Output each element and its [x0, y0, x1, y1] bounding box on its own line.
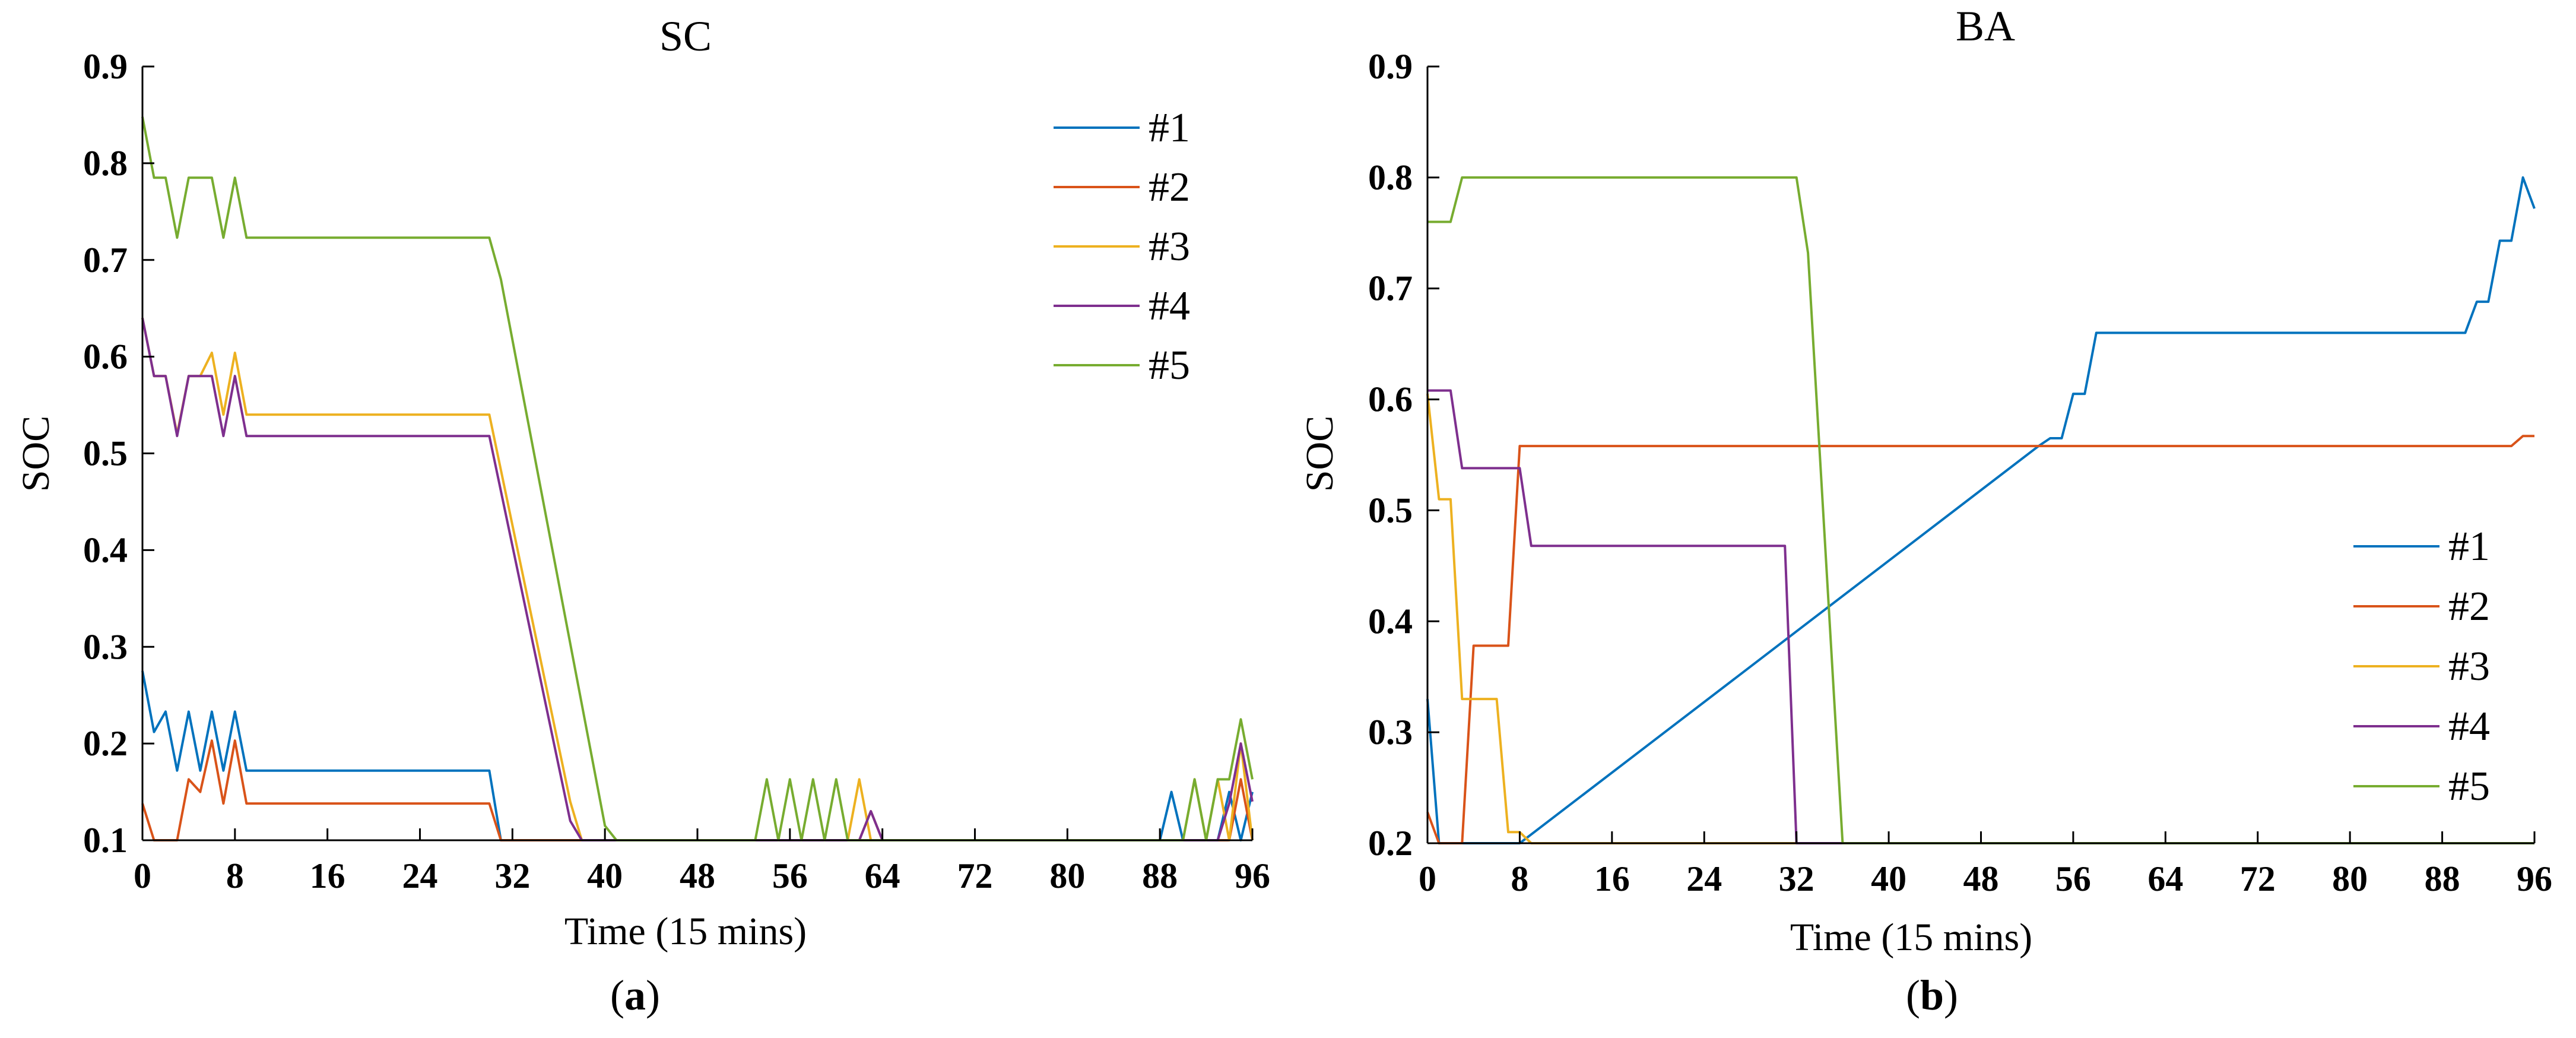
x-tick-label: 24	[402, 856, 438, 895]
x-tick-label: 40	[587, 856, 623, 895]
legend-label-4: #4	[1149, 283, 1190, 329]
x-tick-label: 96	[1235, 856, 1270, 895]
legend-label-3: #3	[2448, 644, 2490, 689]
x-tick-label: 56	[2055, 859, 2091, 898]
y-tick-label: 0.9	[83, 47, 128, 86]
x-tick-label: 64	[865, 856, 900, 895]
x-tick-label: 32	[1779, 859, 1814, 898]
caption-letter: b	[1920, 971, 1944, 1019]
x-tick-label: 80	[1049, 856, 1085, 895]
x-tick-label: 16	[1594, 859, 1630, 898]
y-tick-label: 0.9	[1368, 47, 1413, 86]
y-tick-label: 0.5	[1368, 490, 1413, 530]
series-line-3	[141, 318, 1254, 841]
legend-label-2: #2	[2448, 584, 2490, 629]
series-line-1	[1426, 176, 2536, 844]
x-tick-label: 48	[1963, 859, 1999, 898]
x-tick-label: 24	[1686, 859, 1722, 898]
legend-label-1: #1	[1149, 105, 1190, 151]
series-line-1	[141, 670, 1254, 841]
legend-label-5: #5	[1149, 343, 1190, 388]
x-tick-label: 72	[957, 856, 993, 895]
x-tick-label: 56	[772, 856, 808, 895]
y-tick-label: 0.7	[1368, 269, 1413, 308]
y-tick-label: 0.2	[83, 724, 128, 763]
x-tick-label: 0	[134, 856, 151, 895]
x-tick-label: 40	[1871, 859, 1906, 898]
y-tick-label: 0.6	[1368, 380, 1413, 419]
legend-label-4: #4	[2448, 704, 2490, 749]
series-line-5	[1427, 176, 2534, 844]
y-tick-label: 0.8	[1368, 158, 1413, 197]
chart-panel-ba: BA SOC Time (15 mins) (b) 0.2 0.3 0.4 0.5 0.…	[1298, 2, 2552, 1019]
legend-label-2: #2	[1149, 164, 1190, 210]
y-tick-label: 0.4	[1368, 602, 1413, 641]
x-tick-label: 64	[2147, 859, 2183, 898]
x-tick-label: 72	[2240, 859, 2276, 898]
x-tick-label: 8	[1511, 859, 1528, 898]
x-tick-label: 0	[1419, 859, 1436, 898]
y-tick-label: 0.3	[83, 627, 128, 666]
y-tick-label: 0.3	[1368, 713, 1413, 752]
chart-title: BA	[1956, 2, 2015, 50]
x-axis-label: Time (15 mins)	[1790, 916, 2032, 959]
series-line-4	[1427, 389, 2534, 844]
x-tick-label: 88	[1142, 856, 1178, 895]
legend-label-5: #5	[2448, 764, 2490, 809]
x-axis-label: Time (15 mins)	[564, 910, 807, 953]
x-tick-label: 48	[680, 856, 715, 895]
series-line-4	[141, 318, 1254, 841]
y-tick-label: 0.4	[83, 530, 128, 569]
caption-letter: a	[624, 971, 646, 1019]
x-tick-label: 32	[494, 856, 530, 895]
series-line-2	[1426, 435, 2534, 844]
series-line-5	[141, 116, 1254, 841]
x-tick-label: 96	[2517, 859, 2552, 898]
x-tick-label: 8	[226, 856, 244, 895]
x-tick-label: 88	[2425, 859, 2460, 898]
y-axis-label: SOC	[14, 416, 58, 492]
y-tick-label: 0.5	[83, 434, 128, 473]
x-tick-label: 80	[2332, 859, 2368, 898]
y-tick-label: 0.6	[83, 337, 128, 376]
y-tick-label: 0.8	[83, 144, 128, 183]
y-tick-label: 0.1	[83, 821, 128, 860]
x-tick-label: 16	[310, 856, 345, 895]
chart-panel-sc: SC SOC Time (15 mins) (a) 0.1 0.2 0.3 0.4 0.…	[14, 12, 1270, 1019]
chart-title: SC	[659, 12, 712, 60]
legend-label-3: #3	[1149, 224, 1190, 270]
panel-caption: (b)	[1906, 971, 1958, 1019]
y-tick-label: 0.2	[1368, 824, 1413, 863]
series-line-2	[141, 739, 1254, 841]
y-tick-label: 0.7	[83, 240, 128, 280]
panel-caption: (a)	[610, 971, 660, 1019]
legend-label-1: #1	[2448, 524, 2490, 569]
series-line-3	[1426, 393, 2534, 844]
y-axis-label: SOC	[1298, 416, 1341, 492]
